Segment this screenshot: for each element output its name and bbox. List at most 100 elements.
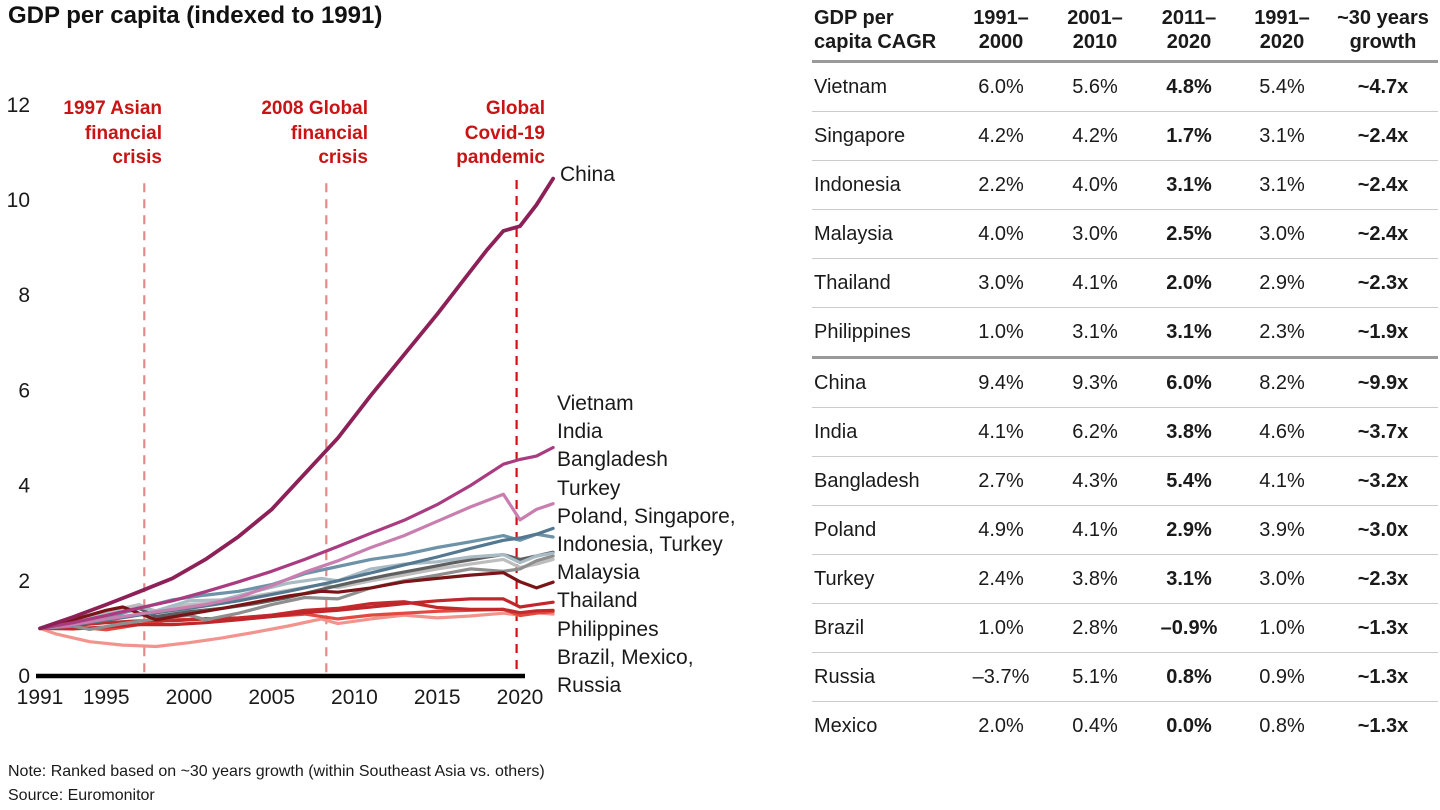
table-cell-value: 2.3%	[1259, 320, 1305, 343]
table-cell-country: Turkey	[814, 567, 875, 590]
table-cell-country: Poland	[814, 518, 877, 541]
annotation-2008-global-financial-crisis: 2008 Global financial crisis	[261, 98, 368, 168]
table-cell-value: 4.0%	[978, 222, 1024, 245]
line-label: Russia	[557, 674, 622, 698]
table-row-india: India 4.1% 6.2% 3.8% 4.6% ~3.7x	[812, 408, 1438, 457]
table-cell-country: India	[814, 420, 858, 443]
table-cell-value: 1.0%	[1259, 616, 1305, 639]
table-cell-value: ~1.3x	[1357, 616, 1409, 639]
table-cell-value: 8.2%	[1259, 371, 1305, 394]
y-axis-tick-label: 8	[18, 284, 30, 307]
table-cell-value: 4.0%	[1072, 173, 1118, 196]
y-axis-tick-label: 10	[7, 189, 30, 212]
table-cell-value: 2.0%	[1166, 271, 1212, 294]
table-cell-value: 4.1%	[1072, 271, 1118, 294]
table-cell-value: ~3.7x	[1357, 420, 1409, 443]
table-cell-value: ~3.2x	[1357, 469, 1409, 492]
table-row-thailand: Thailand 3.0% 4.1% 2.0% 2.9% ~2.3x	[812, 259, 1438, 308]
y-axis-tick-label: 4	[18, 475, 30, 498]
table-cell-value: 1.0%	[978, 616, 1024, 639]
table-cell-value: 0.8%	[1259, 714, 1305, 737]
x-axis-tick-label: 1991	[17, 686, 64, 709]
table-cell-country: Vietnam	[814, 75, 888, 98]
table-cell-value: 3.1%	[1166, 173, 1212, 196]
table-cell-value: 4.3%	[1072, 469, 1118, 492]
y-axis-tick-label: 12	[7, 94, 30, 117]
table-cell-country: Philippines	[814, 320, 911, 343]
line-india	[38, 492, 555, 631]
table-cell-value: ~2.3x	[1357, 567, 1409, 590]
y-axis-tick-label: 6	[18, 379, 30, 402]
table-cell-value: 0.9%	[1259, 665, 1305, 688]
table-cell-value: 3.0%	[1259, 222, 1305, 245]
table-cell-country: Indonesia	[814, 173, 901, 196]
line-label: Bangladesh	[557, 448, 668, 472]
table-cell-value: 6.0%	[978, 75, 1024, 98]
table-row-bangladesh: Bangladesh 2.7% 4.3% 5.4% 4.1% ~3.2x	[812, 457, 1438, 506]
table-cell-value: 4.6%	[1259, 420, 1305, 443]
table-cell-value: 2.9%	[1166, 518, 1212, 541]
table-cell-value: 6.0%	[1166, 371, 1212, 394]
table-cell-value: 6.2%	[1072, 420, 1118, 443]
table-row-turkey: Turkey 2.4% 3.8% 3.1% 3.0% ~2.3x	[812, 555, 1438, 604]
chart-title: GDP per capita (indexed to 1991)	[8, 2, 383, 29]
table-cell-value: 1.7%	[1166, 124, 1212, 147]
table-cell-value: 3.1%	[1259, 124, 1305, 147]
x-axis-tick-label: 2015	[414, 686, 461, 709]
table-cell-value: 4.9%	[978, 518, 1024, 541]
annotation-1997-asian-financial-crisis: 1997 Asian financial crisis	[63, 98, 162, 168]
x-axis-tick-label: 2010	[331, 686, 378, 709]
table-cell-value: 2.0%	[978, 714, 1024, 737]
x-axis-tick-label: 2020	[497, 686, 544, 709]
table-header-cell: ~30 years growth	[1337, 7, 1429, 53]
chart-note: Note: Ranked based on ~30 years growth (…	[8, 763, 545, 780]
table-cell-value: 3.0%	[978, 271, 1024, 294]
table-row-malaysia: Malaysia 4.0% 3.0% 2.5% 3.0% ~2.4x	[812, 210, 1438, 259]
table-cell-value: 4.8%	[1166, 75, 1212, 98]
table-cell-value: ~4.7x	[1357, 75, 1409, 98]
table-cell-country: Thailand	[814, 271, 891, 294]
table-cell-value: 3.1%	[1166, 320, 1212, 343]
line-russia	[38, 611, 555, 649]
table-cell-country: Brazil	[814, 616, 865, 639]
table-header-row: GDP per capita CAGR 1991– 2000 2001– 2010 2…	[812, 6, 1438, 63]
table-cell-country: Malaysia	[814, 222, 893, 245]
table-cell-value: 3.8%	[1166, 420, 1212, 443]
gdp-line-chart: 1991 1995 2000 2005 2010 2015 2020 0 2 4 6 8 10 12	[7, 94, 555, 709]
table-row-china: China 9.4% 9.3% 6.0% 8.2% ~9.9x	[812, 359, 1438, 408]
table-cell-value: 4.1%	[1072, 518, 1118, 541]
table-cell-value: ~2.4x	[1357, 173, 1409, 196]
table-cell-value: ~1.3x	[1357, 665, 1409, 688]
line-label: Turkey	[557, 476, 621, 500]
table-header-cell: 2001– 2010	[1067, 7, 1123, 53]
gdp-chart-panel: GDP per capita (indexed to 1991) 1991 199…	[7, 2, 736, 808]
table-cell-value: 5.4%	[1166, 469, 1212, 492]
table-cell-value: 2.7%	[978, 469, 1024, 492]
line-label: Thailand	[557, 589, 638, 613]
y-axis-tick-label: 0	[18, 665, 30, 688]
table-header-cell: GDP per capita CAGR	[814, 7, 937, 53]
table-cell-value: ~2.4x	[1357, 222, 1409, 245]
table-cell-value: 5.1%	[1072, 665, 1118, 688]
table-cell-value: 2.5%	[1166, 222, 1212, 245]
table-cell-value: 4.2%	[978, 124, 1024, 147]
line-china	[38, 176, 555, 631]
table-cell-value: 9.4%	[978, 371, 1024, 394]
line-philippines	[38, 597, 555, 631]
table-cell-value: 2.2%	[978, 173, 1024, 196]
table-cell-country: Mexico	[814, 714, 878, 737]
x-axis-tick-label: 2000	[166, 686, 213, 709]
table-header-cell: 2011– 2020	[1161, 7, 1217, 53]
line-label: Indonesia, Turkey	[557, 533, 723, 557]
table-cell-value: 0.4%	[1072, 714, 1118, 737]
table-cell-country: Bangladesh	[814, 469, 920, 492]
table-header-cell: 1991– 2000	[973, 7, 1029, 53]
table-cell-value: ~3.0x	[1357, 518, 1409, 541]
table-cell-value: 3.1%	[1259, 173, 1305, 196]
cagr-table-panel: GDP per capita CAGR 1991– 2000 2001– 2010 2…	[812, 6, 1438, 750]
line-vietnam	[38, 445, 555, 631]
table-cell-value: ~2.3x	[1357, 271, 1409, 294]
table-cell-value: 4.2%	[1072, 124, 1118, 147]
table-cell-value: 0.8%	[1166, 665, 1212, 688]
footer-notes: Note: Ranked based on ~30 years growth (…	[8, 760, 545, 808]
